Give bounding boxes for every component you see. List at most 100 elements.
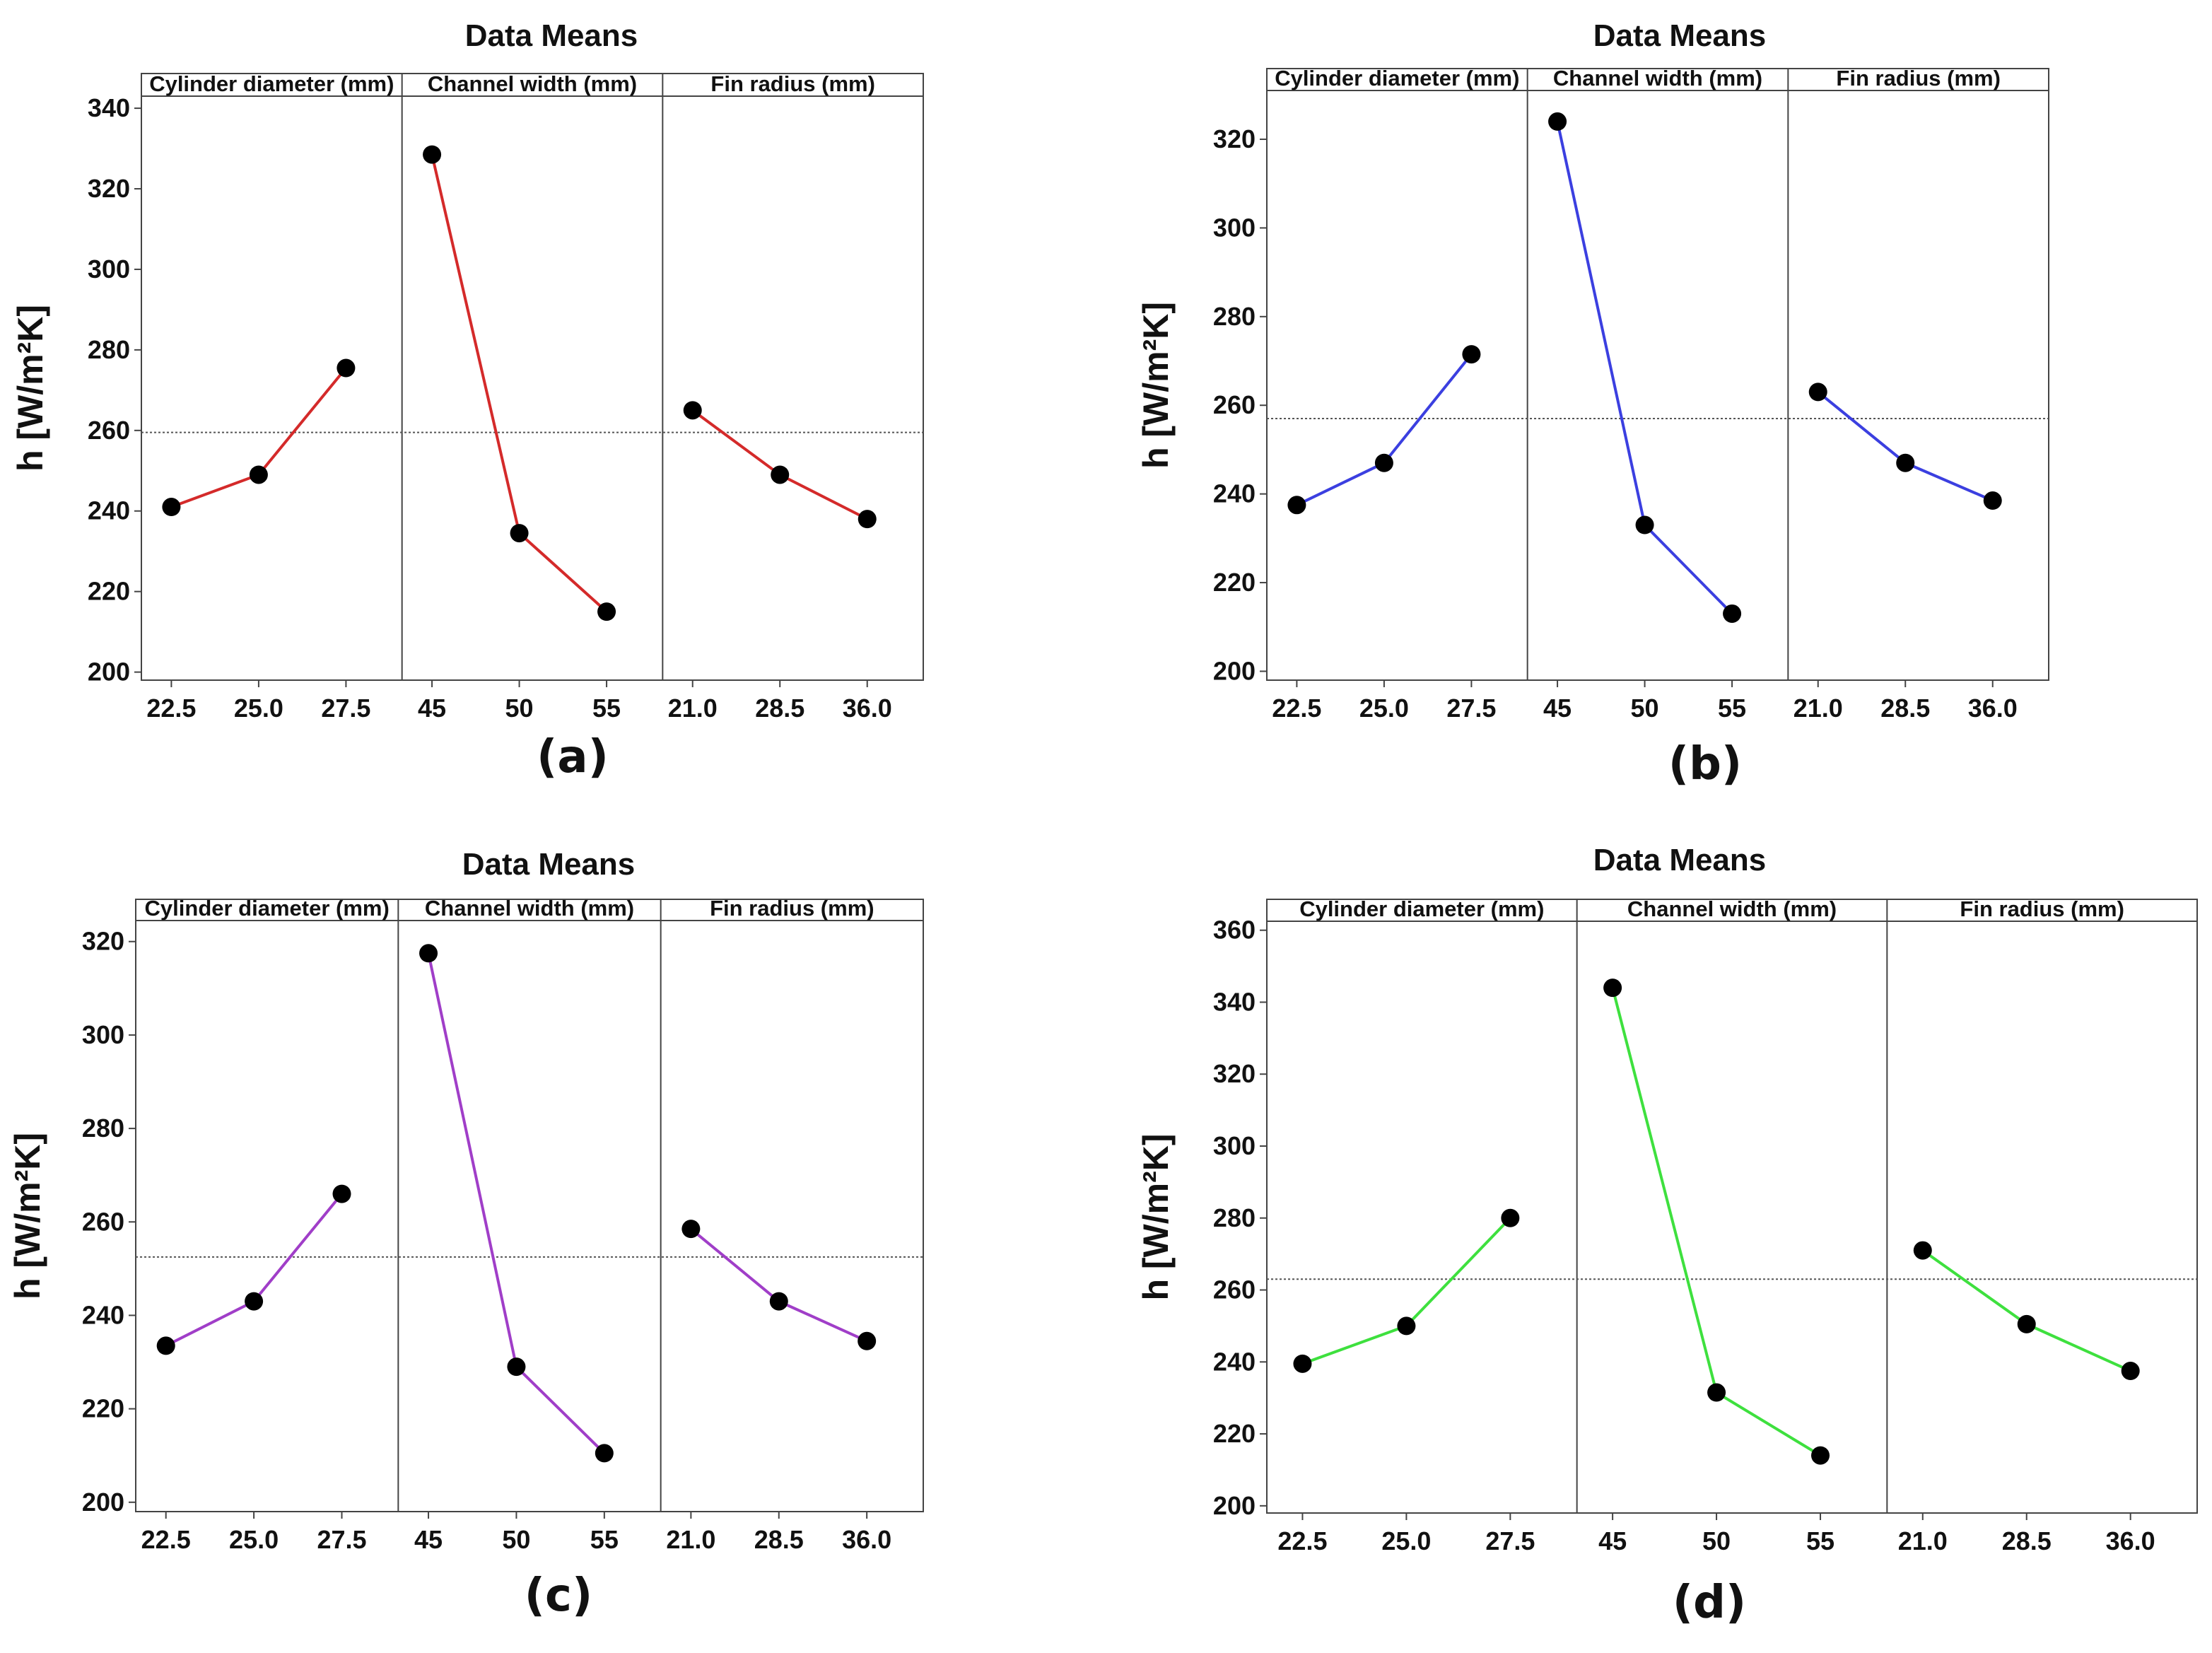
chart-panel-a: Data Means Cylinder diameter (mm) Channel … [11,18,924,783]
data-point [507,1357,526,1377]
y-tick-label: 340 [88,93,130,122]
factor-strip-label: Fin radius (mm) [710,896,874,921]
data-point [1635,515,1654,535]
data-point [771,465,790,484]
chart-title: Data Means [1593,843,1767,877]
data-point [337,358,356,378]
x-tick-label: 36.0 [1968,694,2018,723]
y-tick-label: 280 [1213,302,1256,331]
y-axis-label: h [W/m²K] [1136,302,1176,469]
y-tick-label: 220 [82,1394,124,1423]
plot-frame [1266,68,2049,681]
data-point [156,1336,175,1355]
series-line [165,1193,344,1348]
factor-strip-label: Fin radius (mm) [1960,896,2124,921]
series-line [427,952,606,1454]
y-tick-label: 260 [88,416,130,445]
x-tick-label: 36.0 [843,694,892,723]
data-point [1287,496,1306,515]
chart-title: Data Means [462,847,636,882]
y-tick-label: 240 [82,1300,124,1329]
x-tick-label: 27.5 [321,694,370,723]
data-point [245,1292,264,1311]
data-point [1723,604,1742,623]
panel-caption: (a) [537,731,609,783]
x-tick-label: 36.0 [2106,1526,2155,1555]
chart-panel-b: Data Means Cylinder diameter (mm) Channel … [1136,18,2049,790]
series-line [690,1227,867,1343]
y-tick-label: 300 [88,255,130,284]
x-tick-label: 22.5 [141,1525,191,1554]
data-point [1603,979,1622,998]
x-tick-label: 25.0 [234,694,283,723]
data-point [1913,1241,1932,1260]
x-tick-label: 21.0 [668,694,718,723]
x-tick-label: 28.5 [2002,1526,2052,1555]
y-axis-label: h [W/m²K] [8,1133,47,1299]
data-point [332,1184,351,1203]
chart-title: Data Means [465,18,638,53]
y-tick-label: 240 [1213,479,1256,508]
chart-panel-d: Data Means Cylinder diameter (mm) Channel … [1136,843,2198,1629]
y-tick-label: 200 [88,658,130,687]
y-tick-label: 200 [1213,1491,1256,1520]
x-tick-label: 36.0 [842,1525,891,1554]
x-tick-label: 55 [590,1525,619,1554]
y-tick-label: 220 [1213,1419,1256,1448]
chart-panel-c: Data Means Cylinder diameter (mm) Channel … [8,847,924,1622]
factor-strip-label: Channel width (mm) [425,896,634,921]
y-tick-label: 260 [1213,1275,1256,1304]
data-point [419,944,438,963]
data-point [595,1444,614,1463]
y-tick-label: 260 [1213,390,1256,419]
data-point [2121,1362,2140,1381]
y-tick-label: 280 [88,335,130,364]
series-line [170,367,347,508]
series-line [1556,121,1733,615]
y-tick-label: 320 [88,174,130,203]
data-point [858,1331,877,1350]
factor-strip-label: Fin radius (mm) [1836,66,2001,90]
panel-caption: (d) [1673,1577,1746,1629]
y-tick-label: 300 [82,1020,124,1049]
y-tick-label: 300 [1213,1131,1256,1160]
x-tick-label: 55 [592,694,621,723]
y-axis-label: h [W/m²K] [11,305,50,472]
x-tick-label: 55 [1718,694,1746,723]
series-line [1921,1249,2131,1372]
y-tick-label: 240 [88,496,130,525]
series-line [1296,353,1473,507]
x-tick-label: 45 [418,694,446,723]
x-tick-label: 25.0 [229,1525,279,1554]
x-tick-label: 27.5 [1485,1526,1535,1555]
chart-title: Data Means [1593,18,1767,53]
plot-frame [141,73,924,681]
factor-strip-label: Cylinder diameter (mm) [149,71,394,96]
x-tick-label: 50 [502,1525,530,1554]
factor-strip-label: Fin radius (mm) [710,71,875,96]
x-tick-label: 45 [1598,1526,1627,1555]
data-point [597,602,616,621]
y-tick-label: 360 [1213,916,1256,945]
data-point [249,465,268,484]
data-point [769,1292,788,1311]
data-point [510,524,529,543]
x-tick-label: 28.5 [1880,694,1930,723]
x-tick-label: 50 [1631,694,1659,723]
series-line [431,154,608,613]
x-tick-label: 55 [1806,1526,1834,1555]
x-tick-label: 45 [414,1525,443,1554]
data-point [1374,453,1393,472]
data-point [1707,1383,1726,1402]
plot-frame [135,899,924,1512]
y-tick-label: 220 [1213,568,1256,597]
x-tick-label: 21.0 [1898,1526,1948,1555]
x-tick-label: 50 [1702,1526,1731,1555]
factor-strip-label: Channel width (mm) [1627,896,1837,921]
y-tick-label: 240 [1213,1347,1256,1376]
y-tick-label: 320 [1213,124,1256,153]
x-tick-label: 28.5 [755,694,804,723]
data-point [681,1220,701,1239]
data-point [1811,1446,1830,1465]
